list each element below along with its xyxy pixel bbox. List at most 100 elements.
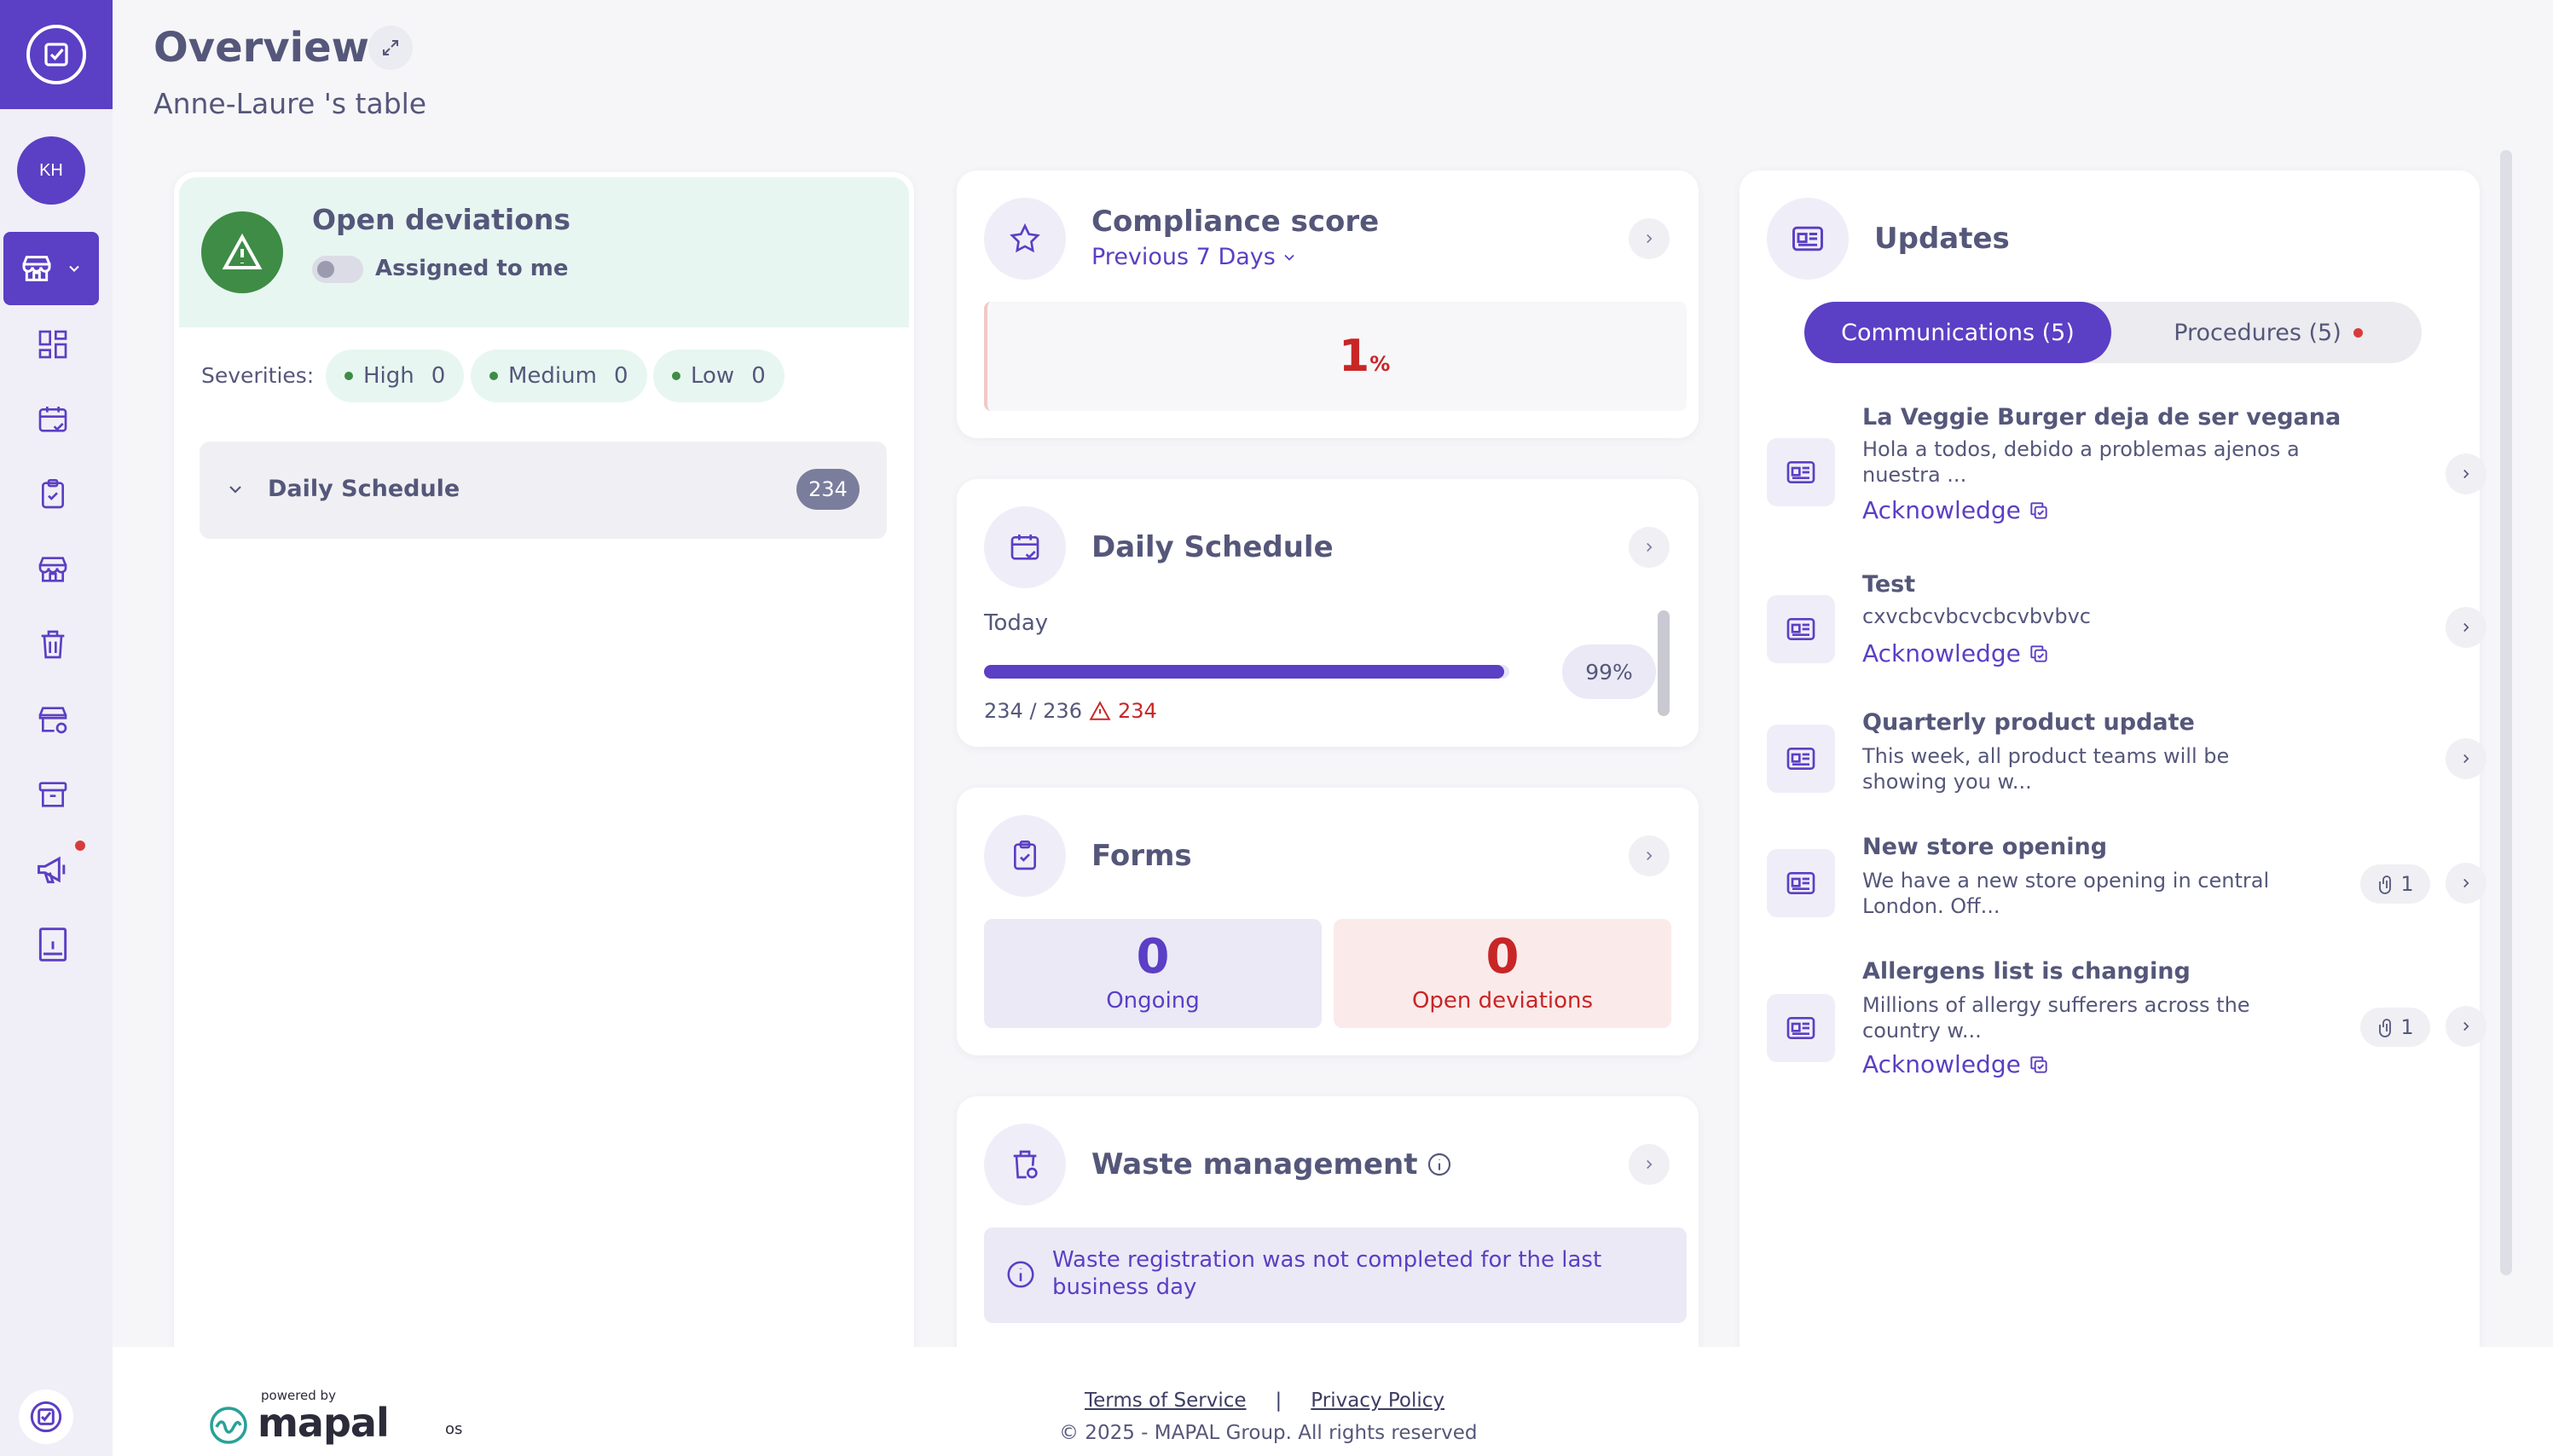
chevron-right-button[interactable] bbox=[1629, 218, 1670, 259]
update-body: Hola a todos, debido a problemas ajenos … bbox=[1862, 437, 2300, 487]
mapal-os-icon[interactable] bbox=[19, 1390, 73, 1444]
acknowledge-link[interactable]: Acknowledge bbox=[1862, 639, 2050, 667]
copy-check-icon bbox=[2030, 1055, 2047, 1073]
trash-icon[interactable] bbox=[31, 622, 75, 667]
privacy-link[interactable]: Privacy Policy bbox=[1311, 1390, 1445, 1412]
page-scrollbar[interactable] bbox=[2500, 150, 2512, 1275]
acknowledge-link[interactable]: Acknowledge bbox=[1862, 1050, 2050, 1078]
score-box: 1% bbox=[984, 302, 1687, 411]
chevron-right-button[interactable] bbox=[2446, 738, 2486, 779]
status-dot bbox=[489, 372, 498, 380]
attachment-count: 1 bbox=[2400, 1015, 2414, 1039]
acknowledge-link[interactable]: Acknowledge bbox=[1862, 496, 2050, 524]
avatar[interactable]: KH bbox=[17, 136, 85, 205]
update-title: Allergens list is changing bbox=[1862, 958, 2191, 985]
app-logo[interactable] bbox=[0, 0, 113, 109]
status-dot bbox=[672, 372, 680, 380]
chip-count: 0 bbox=[431, 363, 446, 389]
paperclip-icon bbox=[2379, 1019, 2392, 1037]
info-icon bbox=[1007, 1261, 1034, 1288]
list-item[interactable]: La Veggie Burger deja de ser vegana Hola… bbox=[1767, 401, 2486, 529]
copyright: © 2025 - MAPAL Group. All rights reserve… bbox=[1059, 1422, 1478, 1444]
powered-by-text: powered by bbox=[261, 1388, 336, 1403]
open-deviations-card: Open deviations Assigned to me Severitie… bbox=[174, 172, 914, 1383]
list-item[interactable]: Quarterly product update This week, all … bbox=[1767, 709, 2486, 794]
list-item[interactable]: Test cxvcbcvbcvcbcvbvbvc Acknowledge bbox=[1767, 568, 2486, 670]
progress-fill bbox=[984, 665, 1504, 679]
ongoing-count: 0 bbox=[1136, 929, 1170, 985]
store-settings-icon[interactable] bbox=[31, 697, 75, 742]
daily-schedule-row[interactable]: Daily Schedule 234 bbox=[200, 442, 887, 539]
acknowledge-label: Acknowledge bbox=[1862, 639, 2021, 667]
card-scrollbar[interactable] bbox=[1658, 610, 1670, 716]
mapal-wave-icon bbox=[210, 1407, 247, 1444]
warning-icon bbox=[1089, 701, 1111, 720]
severity-chip-low[interactable]: Low 0 bbox=[653, 350, 784, 402]
chip-label: Medium bbox=[508, 363, 597, 389]
update-body: This week, all product teams will be sho… bbox=[1862, 744, 2230, 794]
chevron-right-button[interactable] bbox=[1629, 527, 1670, 568]
severities-label: Severities: bbox=[201, 363, 315, 388]
attachment-count: 1 bbox=[2400, 872, 2414, 896]
progress-percent: 99% bbox=[1562, 644, 1656, 699]
period-dropdown[interactable]: Previous 7 Days bbox=[1091, 244, 1298, 270]
chevron-right-icon bbox=[2463, 469, 2469, 479]
info-book-icon[interactable] bbox=[31, 922, 75, 967]
compliance-score-card[interactable]: Compliance score Previous 7 Days 1% bbox=[957, 170, 1699, 438]
attachment-badge[interactable]: 1 bbox=[2360, 1008, 2430, 1047]
calendar-check-icon[interactable] bbox=[31, 397, 75, 442]
store-outline-icon[interactable] bbox=[31, 547, 75, 592]
deviations-title: Open deviations bbox=[312, 203, 571, 236]
assigned-to-me-toggle[interactable] bbox=[312, 256, 363, 283]
period-label: Previous 7 Days bbox=[1091, 244, 1276, 270]
waste-info-banner: Waste registration was not completed for… bbox=[984, 1228, 1687, 1323]
waste-title-row: Waste management bbox=[1091, 1147, 1453, 1182]
store-selector-button[interactable] bbox=[3, 232, 99, 305]
dashboard-icon[interactable] bbox=[31, 322, 75, 367]
page-subtitle: Anne-Laure 's table bbox=[153, 87, 427, 120]
chevron-right-icon bbox=[2463, 622, 2469, 633]
archive-icon[interactable] bbox=[31, 772, 75, 817]
notification-dot bbox=[2353, 327, 2363, 338]
updates-card: Updates Communications (5) Procedures (5… bbox=[1740, 170, 2486, 1386]
info-icon[interactable] bbox=[1426, 1151, 1453, 1178]
severity-chip-medium[interactable]: Medium 0 bbox=[471, 350, 647, 402]
list-item[interactable]: Allergens list is changing Millions of a… bbox=[1767, 958, 2486, 1086]
tab-procedures[interactable]: Procedures (5) bbox=[2115, 302, 2422, 363]
chevron-right-button[interactable] bbox=[1629, 1144, 1670, 1185]
chevron-right-icon bbox=[2463, 878, 2469, 888]
severity-chip-high[interactable]: High 0 bbox=[326, 350, 465, 402]
assigned-to-me-label: Assigned to me bbox=[375, 256, 569, 281]
terms-link[interactable]: Terms of Service bbox=[1085, 1390, 1247, 1412]
calendar-check-icon bbox=[984, 506, 1066, 588]
updates-title: Updates bbox=[1874, 222, 2010, 256]
chevron-right-icon bbox=[2463, 1021, 2469, 1031]
forms-title: Forms bbox=[1091, 839, 1192, 873]
deviations-count: 0 bbox=[1485, 929, 1520, 985]
chevron-right-button[interactable] bbox=[2446, 1006, 2486, 1047]
attachment-badge[interactable]: 1 bbox=[2360, 864, 2430, 904]
update-body: cxvcbcvbcvcbcvbvbvc bbox=[1862, 604, 2091, 628]
ongoing-forms-box[interactable]: 0 Ongoing bbox=[984, 919, 1322, 1028]
chevron-right-button[interactable] bbox=[2446, 454, 2486, 494]
chevron-right-button[interactable] bbox=[2446, 607, 2486, 648]
tab-communications[interactable]: Communications (5) bbox=[1804, 302, 2111, 363]
expand-button[interactable] bbox=[368, 26, 413, 70]
clipboard-icon[interactable] bbox=[31, 472, 75, 517]
open-deviations-forms-box[interactable]: 0 Open deviations bbox=[1334, 919, 1671, 1028]
megaphone-icon[interactable] bbox=[31, 847, 75, 892]
deviations-label: Open deviations bbox=[1411, 988, 1594, 1014]
chevron-right-button[interactable] bbox=[2446, 863, 2486, 904]
daily-schedule-card[interactable]: Daily Schedule Today 99% 234 / 236 234 bbox=[957, 479, 1699, 747]
list-item[interactable]: New store opening We have a new store op… bbox=[1767, 834, 2486, 919]
chevron-right-icon bbox=[1647, 542, 1653, 552]
schedule-day-label: Today bbox=[984, 610, 1049, 636]
forms-card[interactable]: Forms 0 Ongoing 0 Open deviations bbox=[957, 788, 1699, 1055]
store-icon bbox=[22, 256, 51, 281]
copy-check-icon bbox=[2030, 644, 2047, 662]
acknowledge-label: Acknowledge bbox=[1862, 496, 2021, 524]
chevron-right-button[interactable] bbox=[1629, 835, 1670, 876]
status-dot bbox=[344, 372, 353, 380]
waste-management-card[interactable]: Waste management Waste registration was … bbox=[957, 1096, 1699, 1386]
chevron-down-icon bbox=[1284, 254, 1294, 261]
